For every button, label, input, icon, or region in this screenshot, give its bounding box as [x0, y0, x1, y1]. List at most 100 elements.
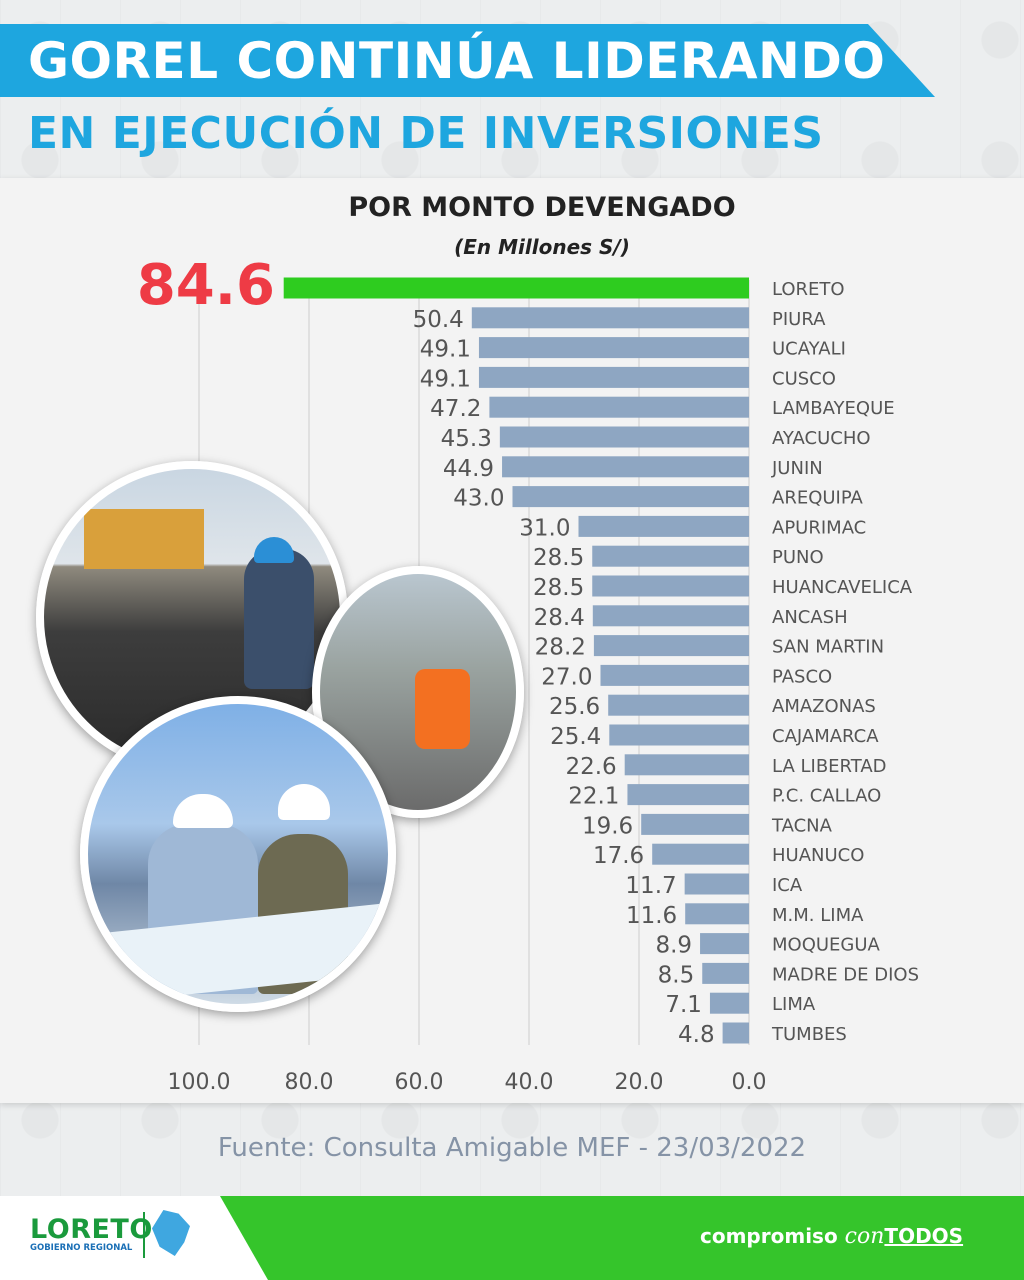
category-label: AMAZONAS	[772, 696, 876, 717]
house-shape	[84, 509, 204, 569]
data-label: 50.4	[413, 307, 464, 333]
bar	[478, 337, 749, 359]
category-label: ANCASH	[772, 607, 848, 628]
hardhat-shape	[173, 794, 233, 828]
bar	[702, 962, 749, 984]
category-label: TUMBES	[771, 1024, 847, 1045]
bar	[700, 933, 749, 955]
bar	[592, 575, 749, 597]
category-label: LA LIBERTAD	[772, 756, 887, 777]
slogan-part1: compromiso	[700, 1224, 845, 1248]
data-label: 28.2	[535, 635, 586, 661]
bar	[641, 813, 749, 835]
bar	[489, 396, 749, 418]
category-label: PUNO	[772, 547, 824, 568]
data-label: 17.6	[593, 843, 644, 869]
bar	[652, 843, 749, 865]
bar	[624, 754, 749, 776]
category-label: LAMBAYEQUE	[772, 398, 895, 419]
slogan: compromiso conTODOS	[700, 1224, 963, 1249]
source-text: Fuente: Consulta Amigable MEF - 23/03/20…	[217, 1133, 807, 1163]
bar	[609, 724, 749, 746]
bar	[283, 277, 749, 299]
page-title-line1: GOREL CONTINÚA LIDERANDO	[28, 32, 886, 90]
bar	[499, 426, 749, 448]
category-label: MOQUEGUA	[772, 935, 881, 956]
category-label: UCAYALI	[772, 339, 846, 360]
data-label: 8.9	[655, 933, 692, 959]
category-label: AREQUIPA	[772, 488, 864, 509]
helmet-shape	[254, 537, 294, 563]
category-label: AYACUCHO	[772, 428, 871, 449]
safety-vest-shape	[415, 669, 470, 749]
data-label: 4.8	[678, 1022, 715, 1048]
bar	[684, 873, 749, 895]
data-label: 7.1	[665, 992, 702, 1018]
bar	[578, 515, 749, 537]
x-tick-label: 20.0	[615, 1070, 664, 1095]
page-title-line2: EN EJECUCIÓN DE INVERSIONES	[28, 108, 824, 159]
worker-shape	[244, 549, 314, 689]
x-tick-label: 60.0	[395, 1070, 444, 1095]
data-label: 49.1	[420, 366, 471, 392]
category-label: PIURA	[772, 309, 826, 330]
category-label: M.M. LIMA	[772, 905, 864, 926]
logo-name: LORETO	[30, 1214, 153, 1245]
data-label: 27.0	[541, 664, 592, 690]
category-label: SAN MARTIN	[772, 637, 884, 658]
category-label: PASCO	[772, 666, 832, 687]
x-tick-label: 80.0	[285, 1070, 334, 1095]
hardhat-shape	[278, 784, 330, 820]
data-label: 25.6	[549, 694, 600, 720]
logo-subtitle: GOBIERNO REGIONAL	[30, 1243, 133, 1253]
slogan-part2: con	[844, 1224, 885, 1249]
data-label: 25.4	[550, 724, 601, 750]
title-band	[0, 24, 935, 97]
category-label: TACNA	[771, 815, 833, 836]
chart-subtitle: (En Millones S/)	[454, 235, 630, 259]
category-label: ICA	[772, 875, 803, 896]
engineers-reviewing-plans-photo	[80, 696, 396, 1012]
data-label: 44.9	[443, 456, 494, 482]
bar	[592, 605, 749, 627]
category-label: JUNIN	[771, 458, 823, 479]
bar	[709, 992, 749, 1014]
data-label: 22.6	[565, 754, 616, 780]
data-label: 8.5	[658, 962, 695, 988]
data-label: 84.6	[137, 253, 275, 318]
data-label: 28.5	[533, 575, 584, 601]
bar	[722, 1022, 749, 1044]
bar	[512, 486, 749, 508]
category-label: HUANCAVELICA	[772, 577, 913, 598]
bar	[502, 456, 749, 478]
category-label: APURIMAC	[772, 517, 866, 538]
data-label: 31.0	[519, 515, 570, 541]
data-label: 28.5	[533, 545, 584, 571]
category-label: CUSCO	[772, 368, 836, 389]
x-tick-label: 100.0	[168, 1070, 231, 1095]
footer-green-band	[220, 1196, 1024, 1280]
bar	[478, 366, 749, 388]
logo-divider	[143, 1212, 145, 1258]
category-label: MADRE DE DIOS	[772, 964, 919, 985]
data-label: 19.6	[582, 813, 633, 839]
chart-title: POR MONTO DEVENGADO	[348, 192, 736, 223]
bar	[685, 903, 749, 925]
bar	[600, 664, 749, 686]
x-tick-label: 0.0	[732, 1070, 767, 1095]
data-label: 43.0	[453, 486, 504, 512]
bar	[592, 545, 749, 567]
data-label: 11.6	[626, 903, 677, 929]
x-tick-label: 40.0	[505, 1070, 554, 1095]
data-label: 28.4	[534, 605, 585, 631]
bar	[627, 784, 749, 806]
category-label: P.C. CALLAO	[772, 786, 881, 807]
data-label: 22.1	[568, 784, 619, 810]
bar	[593, 635, 749, 657]
bar-chart: 100.0 80.0 60.0 40.0 20.0 0.0 84.6 LORETO 50.4 PI…	[137, 253, 919, 1095]
bar	[471, 307, 749, 329]
data-label: 47.2	[430, 396, 481, 422]
data-label: 49.1	[420, 337, 471, 363]
category-label: LORETO	[772, 279, 845, 300]
slogan-part3: TODOS	[884, 1224, 964, 1248]
